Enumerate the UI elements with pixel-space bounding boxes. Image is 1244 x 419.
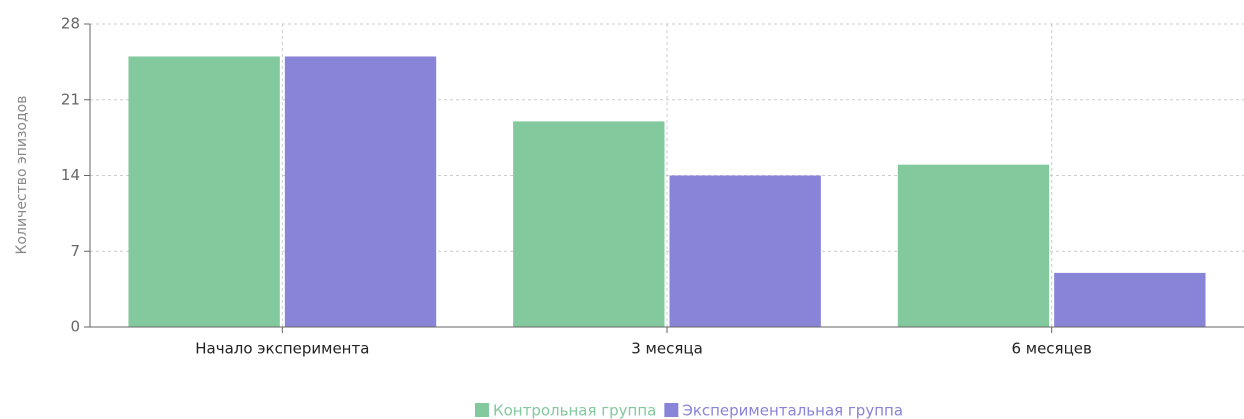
x-tick-label: 6 месяцев [1011, 340, 1091, 358]
bar [128, 56, 280, 327]
y-tick-label: 0 [70, 318, 80, 336]
legend-label: Экспериментальная группа [682, 402, 903, 419]
bar [1054, 272, 1206, 327]
x-tick-label: Начало эксперимента [195, 340, 369, 358]
x-tick-label: 3 месяца [631, 340, 703, 358]
y-axis-label: Количество эпизодов [14, 96, 30, 255]
legend-swatch [474, 403, 489, 417]
bar [284, 56, 437, 327]
bar [897, 164, 1050, 327]
y-tick-label: 21 [61, 90, 80, 108]
y-tick-label: 14 [61, 166, 80, 184]
y-tick-label: 28 [61, 15, 80, 33]
y-tick-label: 7 [70, 242, 80, 260]
legend-swatch [664, 403, 679, 417]
bar [513, 121, 665, 328]
bar [669, 175, 821, 327]
legend-label: Контрольная группа [493, 402, 656, 419]
